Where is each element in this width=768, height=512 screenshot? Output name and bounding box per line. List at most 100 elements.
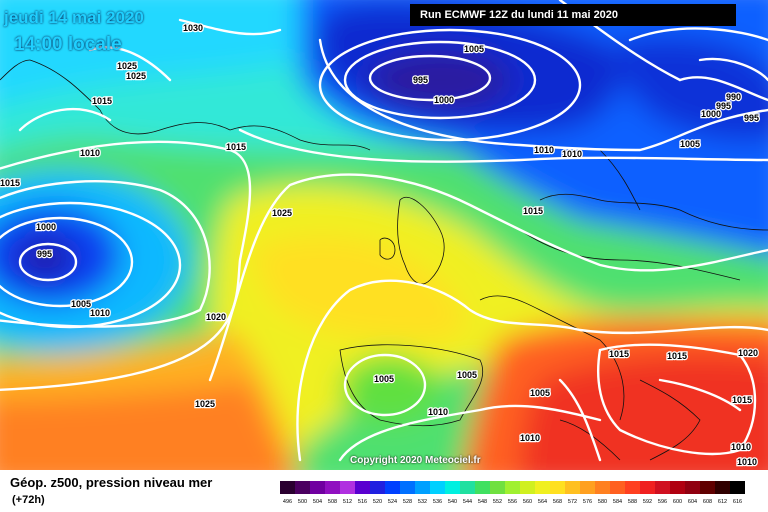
scale-swatch bbox=[340, 481, 355, 494]
scale-swatch bbox=[670, 481, 685, 494]
scale-label: 576 bbox=[582, 499, 593, 505]
scale-swatch bbox=[430, 481, 445, 494]
scale-label: 612 bbox=[717, 499, 728, 505]
pressure-label: 995 bbox=[716, 101, 731, 111]
scale-label: 500 bbox=[297, 499, 308, 505]
pressure-label: 1015 bbox=[667, 351, 687, 361]
pressure-label: 1010 bbox=[428, 407, 448, 417]
pressure-label: 1015 bbox=[732, 395, 752, 405]
scale-label: 540 bbox=[447, 499, 458, 505]
scale-swatch bbox=[520, 481, 535, 494]
copyright-text: Copyright 2020 Meteociel.fr bbox=[350, 455, 481, 466]
pressure-label: 995 bbox=[413, 75, 428, 85]
pressure-label: 1010 bbox=[562, 149, 582, 159]
pressure-label: 1015 bbox=[609, 349, 629, 359]
scale-swatch bbox=[700, 481, 715, 494]
scale-label: 512 bbox=[342, 499, 353, 505]
scale-label: 548 bbox=[477, 499, 488, 505]
map-title: Géop. z500, pression niveau mer bbox=[10, 475, 213, 490]
pressure-label: 1000 bbox=[434, 95, 454, 105]
scale-label: 564 bbox=[537, 499, 548, 505]
scale-label: 588 bbox=[627, 499, 638, 505]
scale-swatch bbox=[460, 481, 475, 494]
scale-label: 580 bbox=[597, 499, 608, 505]
scale-label: 616 bbox=[732, 499, 743, 505]
scale-swatch bbox=[640, 481, 655, 494]
scale-label: 528 bbox=[402, 499, 413, 505]
scale-swatch bbox=[535, 481, 550, 494]
pressure-label: 990 bbox=[726, 92, 741, 102]
pressure-label: 1010 bbox=[737, 457, 757, 467]
color-scale-labels: 496 500 504 508 512 516 520 524 528 532 536 540 544 5… bbox=[280, 499, 745, 505]
scale-label: 584 bbox=[612, 499, 623, 505]
scale-swatch bbox=[400, 481, 415, 494]
pressure-label: 1025 bbox=[195, 399, 215, 409]
scale-label: 556 bbox=[507, 499, 518, 505]
pressure-label: 1005 bbox=[680, 139, 700, 149]
scale-swatch bbox=[580, 481, 595, 494]
scale-label: 604 bbox=[687, 499, 698, 505]
forecast-lead-time: (+72h) bbox=[12, 494, 45, 506]
scale-swatch bbox=[295, 481, 310, 494]
scale-swatch bbox=[625, 481, 640, 494]
scale-swatch bbox=[325, 481, 340, 494]
scale-swatch bbox=[475, 481, 490, 494]
pressure-label: 1005 bbox=[530, 388, 550, 398]
scale-label: 504 bbox=[312, 499, 323, 505]
scale-label: 544 bbox=[462, 499, 473, 505]
pressure-label: 1015 bbox=[92, 96, 112, 106]
pressure-label: 1025 bbox=[126, 71, 146, 81]
pressure-label: 1015 bbox=[0, 178, 20, 188]
pressure-label: 1020 bbox=[206, 312, 226, 322]
scale-swatch bbox=[715, 481, 730, 494]
pressure-label: 995 bbox=[744, 113, 759, 123]
forecast-date: jeudi 14 mai 2020 bbox=[4, 8, 144, 27]
pressure-label: 1030 bbox=[183, 23, 203, 33]
scale-swatch bbox=[595, 481, 610, 494]
pressure-label: 1005 bbox=[71, 299, 91, 309]
scale-label: 600 bbox=[672, 499, 683, 505]
pressure-label: 1020 bbox=[738, 348, 758, 358]
scale-label: 572 bbox=[567, 499, 578, 505]
scale-swatch bbox=[610, 481, 625, 494]
scale-label: 508 bbox=[327, 499, 338, 505]
scale-label: 536 bbox=[432, 499, 443, 505]
scale-swatch bbox=[505, 481, 520, 494]
scale-label: 596 bbox=[657, 499, 668, 505]
scale-label: 552 bbox=[492, 499, 503, 505]
pressure-label: 1000 bbox=[36, 222, 56, 232]
color-scale bbox=[280, 481, 745, 494]
pressure-label: 1015 bbox=[523, 206, 543, 216]
pressure-label: 1010 bbox=[731, 442, 751, 452]
run-info-banner: Run ECMWF 12Z du lundi 11 mai 2020 bbox=[410, 4, 736, 26]
pressure-label: 1010 bbox=[80, 148, 100, 158]
scale-swatch bbox=[280, 481, 295, 494]
pressure-label: 1005 bbox=[374, 374, 394, 384]
scale-label: 592 bbox=[642, 499, 653, 505]
scale-label: 608 bbox=[702, 499, 713, 505]
pressure-label: 1025 bbox=[272, 208, 292, 218]
scale-label: 496 bbox=[282, 499, 293, 505]
scale-label: 524 bbox=[387, 499, 398, 505]
scale-label: 568 bbox=[552, 499, 563, 505]
scale-label: 516 bbox=[357, 499, 368, 505]
pressure-label: 1005 bbox=[464, 44, 484, 54]
pressure-label: 1025 bbox=[117, 61, 137, 71]
pressure-label: 1010 bbox=[90, 308, 110, 318]
scale-swatch bbox=[445, 481, 460, 494]
pressure-label: 1010 bbox=[520, 433, 540, 443]
scale-swatch bbox=[310, 481, 325, 494]
pressure-label: 995 bbox=[37, 249, 52, 259]
scale-label: 560 bbox=[522, 499, 533, 505]
scale-swatch bbox=[370, 481, 385, 494]
scale-swatch bbox=[490, 481, 505, 494]
scale-swatch bbox=[550, 481, 565, 494]
scale-swatch bbox=[655, 481, 670, 494]
scale-swatch bbox=[415, 481, 430, 494]
scale-swatch bbox=[685, 481, 700, 494]
pressure-label: 1000 bbox=[701, 109, 721, 119]
scale-swatch bbox=[385, 481, 400, 494]
forecast-map: 1030 1025 1025 1015 1010 1015 1015 1000 … bbox=[0, 0, 768, 470]
forecast-time: 14:00 locale bbox=[14, 34, 122, 55]
pressure-label: 1015 bbox=[226, 142, 246, 152]
